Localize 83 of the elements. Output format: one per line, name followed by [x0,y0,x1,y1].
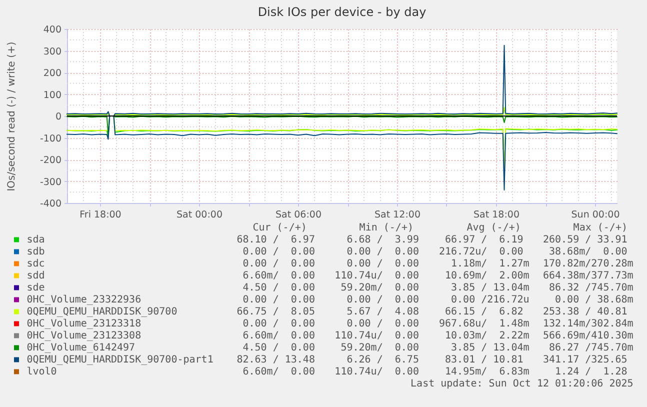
text: 6.60m/ 0.00 [242,330,315,342]
legend-label: sdb [26,246,45,258]
text: 6.60m/ 0.00 [242,366,315,378]
text: 253.38 / 40.81 [542,306,628,318]
text: 0.00 / 0.00 [242,246,315,258]
text: 566.69m/410.30m [542,330,634,342]
text: 66.15 / 6.82 [445,306,524,318]
legend-label: 0HC_Volume_23123308 [26,330,142,342]
y-axis-title: IOs/second read (-) / write (+) [6,42,18,192]
text: 0.00 / 0.00 [346,258,419,270]
x-tick-label: Sat 06:00 [276,210,322,220]
text: 0.00 / 0.00 [346,294,419,306]
text: 110.74u/ 0.00 [334,366,419,378]
text: 260.59 / 33.91 [542,234,628,246]
line-series [66,116,618,136]
y-tick-label: -100 [40,133,62,144]
legend-label: 0QEMU_QEMU_HARDDISK_90700-part1 [26,354,214,366]
text: 967.68u/ 1.48m [438,318,530,330]
legend-label: 0HC_Volume_23322936 [26,294,142,306]
text: 82.63 / 13.48 [236,354,315,366]
text: 0.00 / 0.00 [346,318,419,330]
x-tick-label: Sat 18:00 [474,210,520,220]
y-tick-label: 400 [43,24,62,36]
text: 59.20m/ 0.00 [340,342,419,354]
text: 0.00 /216.72u [451,294,530,306]
text: 110.74u/ 0.00 [334,270,419,282]
text: 6.60m/ 0.00 [242,270,315,282]
x-tick-label: Sun 00:00 [571,210,620,220]
legend-label: sdd [26,270,45,282]
legend-label: sde [26,282,45,294]
text: 0.00 / 38.68m [555,294,634,306]
text: 86.27 /745.70m [549,342,634,354]
text: 0.00 / 0.00 [242,294,315,306]
text: 170.82m/270.28m [542,258,634,270]
legend-label: 0HC_Volume_6142497 [26,342,136,354]
y-tick-label: 300 [43,46,62,58]
legend-label: 0QEMU_QEMU_HARDDISK_90700 [26,306,178,318]
chart-title: Disk IOs per device - by day [258,5,426,19]
x-tick-label: Sat 12:00 [374,210,420,220]
text: 59.20m/ 0.00 [340,282,419,294]
text: 132.14m/302.84m [542,318,634,330]
text: 0.00 / 0.00 [346,246,419,258]
text: 6.26 / 6.75 [346,354,419,366]
text: 1.18m/ 1.27m [451,258,530,270]
text: 10.69m/ 2.00m [445,270,530,282]
text: 664.38m/377.73m [542,270,634,282]
text: Last update: Sun Oct 12 01:20:06 2025 [410,378,634,390]
text: 6.68 / 3.99 [346,234,419,246]
y-tick-label: 200 [43,68,62,79]
x-tick-label: Sat 00:00 [176,210,222,220]
text: Min (-/+) [359,222,414,234]
text: 5.67 / 4.08 [346,306,419,318]
text: 10.03m/ 2.22m [445,330,530,342]
text: Avg (-/+) [466,222,521,234]
text: 4.50 / 0.00 [242,342,315,354]
text: 83.01 / 10.81 [445,354,524,366]
legend-label: 0HC_Volume_23123318 [26,318,142,330]
y-tick-label: -400 [40,198,62,210]
y-tick-label: -200 [40,155,62,166]
y-tick-label: 100 [43,90,62,101]
x-tick-label: Fri 18:00 [80,210,122,220]
text: 0.00 / 0.00 [242,258,315,270]
text: 341.17 /325.65 [542,354,628,366]
text: 66.75 / 8.05 [236,306,315,318]
text: 216.72u/ 0.00 [438,246,524,258]
text: 66.97 / 6.19 [445,234,524,246]
text: 110.74u/ 0.00 [334,330,419,342]
text: 3.85 / 13.04m [451,342,530,354]
text: 38.68m/ 0.00 [549,246,628,258]
text: 14.95m/ 6.83m [445,366,530,378]
text: 4.50 / 0.00 [242,282,315,294]
text: 3.85 / 13.04m [451,282,530,294]
text: Max (-/+) [573,222,628,234]
legend-label: sda [26,234,45,246]
legend-label: lvol0 [26,366,57,378]
text: 0.00 / 0.00 [242,318,315,330]
legend-label: sdc [26,258,45,270]
text: 68.10 / 6.97 [236,234,315,246]
text: Cur (-/+) [252,222,307,234]
text: 1.24 / 1.28 [555,366,628,378]
y-tick-label: -300 [40,176,62,188]
y-tick-label: 0 [55,112,62,122]
text: 86.32 /745.70m [549,282,634,294]
